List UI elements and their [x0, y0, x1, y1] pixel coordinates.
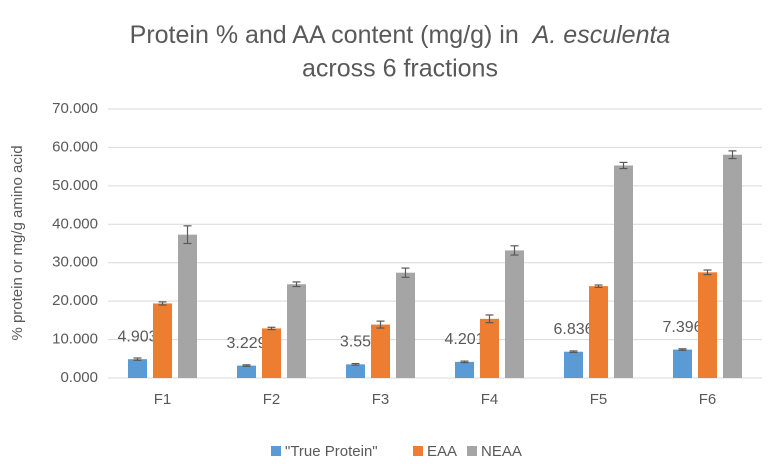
bar — [455, 361, 474, 378]
y-tick-label: 10.000 — [52, 331, 98, 348]
error-bar — [703, 269, 712, 276]
bar — [673, 349, 692, 378]
x-tick-label: F3 — [372, 391, 390, 408]
legend-swatch — [271, 446, 281, 456]
error-bar — [133, 357, 142, 361]
error-bar — [376, 320, 385, 329]
error-bar — [510, 245, 519, 256]
bar — [480, 318, 499, 378]
x-tick-label: F4 — [481, 391, 499, 408]
data-label: 3.229 — [226, 335, 266, 352]
x-tick-label: F5 — [590, 391, 608, 408]
y-tick-label: 60.000 — [52, 138, 98, 155]
data-label: 7.396 — [662, 319, 702, 336]
error-bar — [401, 267, 410, 278]
legend-swatch — [413, 446, 423, 456]
bar — [614, 165, 633, 378]
chart-title: Protein % and AA content (mg/g) in A. es… — [130, 21, 671, 49]
error-bar — [183, 225, 192, 245]
bar — [153, 303, 172, 378]
error-bar — [351, 362, 360, 366]
chart-title: across 6 fractions — [302, 55, 498, 83]
bar — [396, 272, 415, 378]
bar — [564, 351, 583, 378]
error-bar — [460, 360, 469, 364]
error-bar — [569, 350, 578, 354]
bar — [505, 250, 524, 378]
bar — [178, 234, 197, 378]
y-axis-label: % protein or mg/g amino acid — [9, 145, 26, 340]
legend-swatch — [467, 446, 477, 456]
error-bar — [485, 314, 494, 324]
error-bar — [619, 161, 628, 170]
legend-label: "True Protein" — [285, 443, 378, 460]
bar — [128, 359, 147, 378]
bar — [262, 328, 281, 378]
bar — [346, 364, 365, 378]
bar — [237, 365, 256, 378]
y-tick-label: 50.000 — [52, 177, 98, 194]
title-part: A. esculenta — [531, 21, 671, 49]
y-tick-label: 30.000 — [52, 254, 98, 271]
y-tick-label: 40.000 — [52, 215, 98, 232]
x-tick-label: F6 — [699, 391, 717, 408]
error-bar — [158, 301, 167, 306]
y-tick-label: 70.000 — [52, 100, 98, 117]
data-label: 4.903 — [117, 328, 157, 345]
bar — [589, 286, 608, 378]
error-bar — [242, 364, 251, 367]
x-tick-label: F1 — [154, 391, 172, 408]
x-tick-label: F2 — [263, 391, 281, 408]
legend-label: EAA — [427, 443, 457, 460]
error-bar — [728, 150, 737, 160]
bar — [698, 272, 717, 378]
data-label: 4.201 — [444, 331, 484, 348]
bar — [723, 154, 742, 378]
error-bar — [678, 348, 687, 351]
title-part: Protein % and AA content (mg/g) in — [130, 21, 519, 49]
bar — [287, 284, 306, 378]
data-label: 6.836 — [553, 321, 593, 338]
y-tick-label: 20.000 — [52, 292, 98, 309]
y-tick-label: 0.000 — [60, 369, 98, 386]
data-label: 3.55 — [340, 334, 371, 351]
legend-label: NEAA — [481, 443, 522, 460]
error-bar — [267, 326, 276, 331]
error-bar — [292, 281, 301, 288]
error-bar — [594, 284, 603, 288]
bar — [371, 324, 390, 378]
